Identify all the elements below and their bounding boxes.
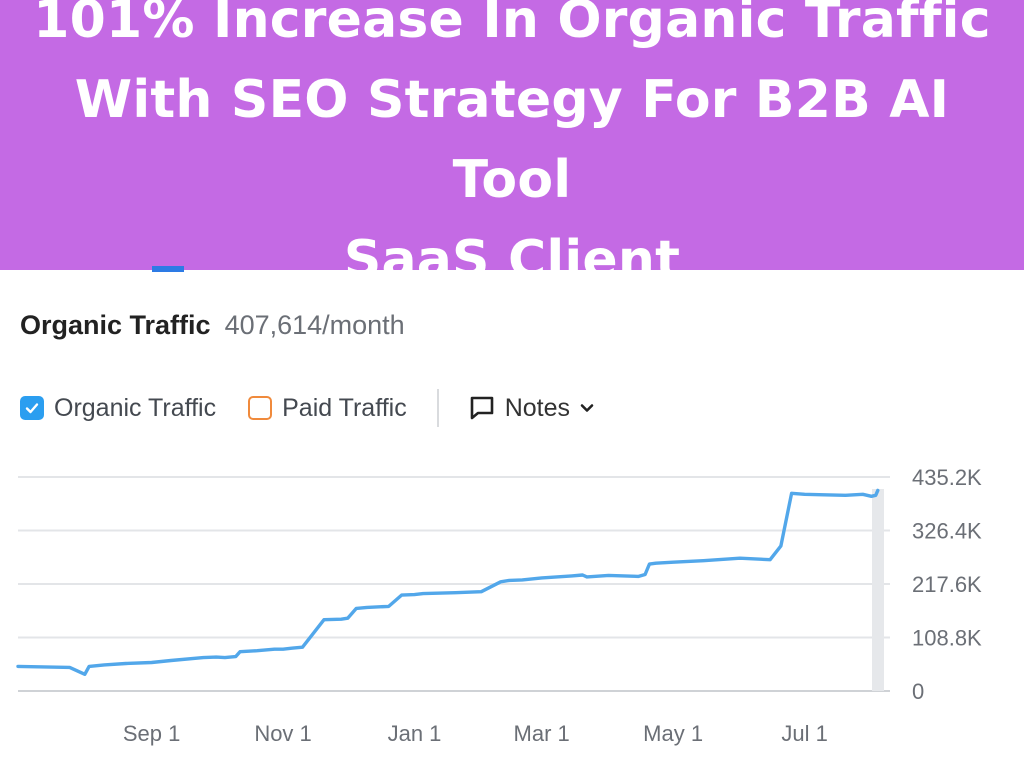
- x-tick-label: Jan 1: [388, 721, 442, 746]
- x-tick-label: Mar 1: [514, 721, 570, 746]
- banner-title-line-2: With SEO Strategy For B2B AI Tool: [74, 70, 950, 210]
- traffic-chart: 435.2K 326.4K 217.6K 108.8K 0 Sep 1 Nov 1 Jan 1…: [0, 440, 1024, 768]
- legend-item-organic-traffic[interactable]: Organic Traffic: [20, 394, 216, 423]
- y-tick-label: 435.2K: [912, 465, 982, 490]
- x-tick-label: Sep 1: [123, 721, 181, 746]
- y-tick-label: 326.4K: [912, 519, 982, 544]
- y-tick-label: 0: [912, 679, 924, 704]
- current-period-shade: [872, 489, 884, 691]
- paid-traffic-checkbox[interactable]: [248, 396, 273, 420]
- banner-title: 101% Increase In Organic Traffic With SE…: [16, 0, 1008, 300]
- x-tick-label: Nov 1: [254, 721, 311, 746]
- y-tick-label: 108.8K: [912, 626, 982, 651]
- organic-traffic-series-line: [16, 488, 880, 677]
- check-icon: [25, 403, 39, 414]
- legend-label-paid-traffic: Paid Traffic: [282, 393, 407, 422]
- legend-item-paid-traffic[interactable]: Paid Traffic: [248, 394, 407, 423]
- notes-label: Notes: [504, 393, 571, 422]
- x-tick-label: Jul 1: [781, 721, 827, 746]
- chevron-down-icon: [580, 404, 594, 412]
- organic-traffic-checkbox[interactable]: [20, 396, 44, 420]
- legend-label-organic-traffic: Organic Traffic: [54, 393, 217, 422]
- note-icon: [470, 396, 494, 420]
- widget-header: Organic Traffic 407,614/month: [20, 310, 405, 350]
- legend-row: Organic Traffic Paid Traffic Notes: [20, 388, 596, 428]
- x-tick-label: May 1: [643, 721, 703, 746]
- notes-button[interactable]: Notes: [469, 394, 596, 423]
- legend-divider: [436, 389, 439, 427]
- cropped-tab-indicator: [152, 266, 184, 272]
- y-tick-label: 217.6K: [912, 572, 982, 597]
- widget-value: 407,614/month: [224, 310, 405, 340]
- traffic-chart-svg: 435.2K 326.4K 217.6K 108.8K 0 Sep 1 Nov 1 Jan 1…: [16, 465, 982, 746]
- widget-title: Organic Traffic: [20, 310, 211, 340]
- title-banner: 101% Increase In Organic Traffic With SE…: [0, 0, 1024, 290]
- banner-title-line-1: 101% Increase In Organic Traffic: [33, 0, 991, 50]
- banner-title-line-3: SaaS Client: [343, 230, 681, 290]
